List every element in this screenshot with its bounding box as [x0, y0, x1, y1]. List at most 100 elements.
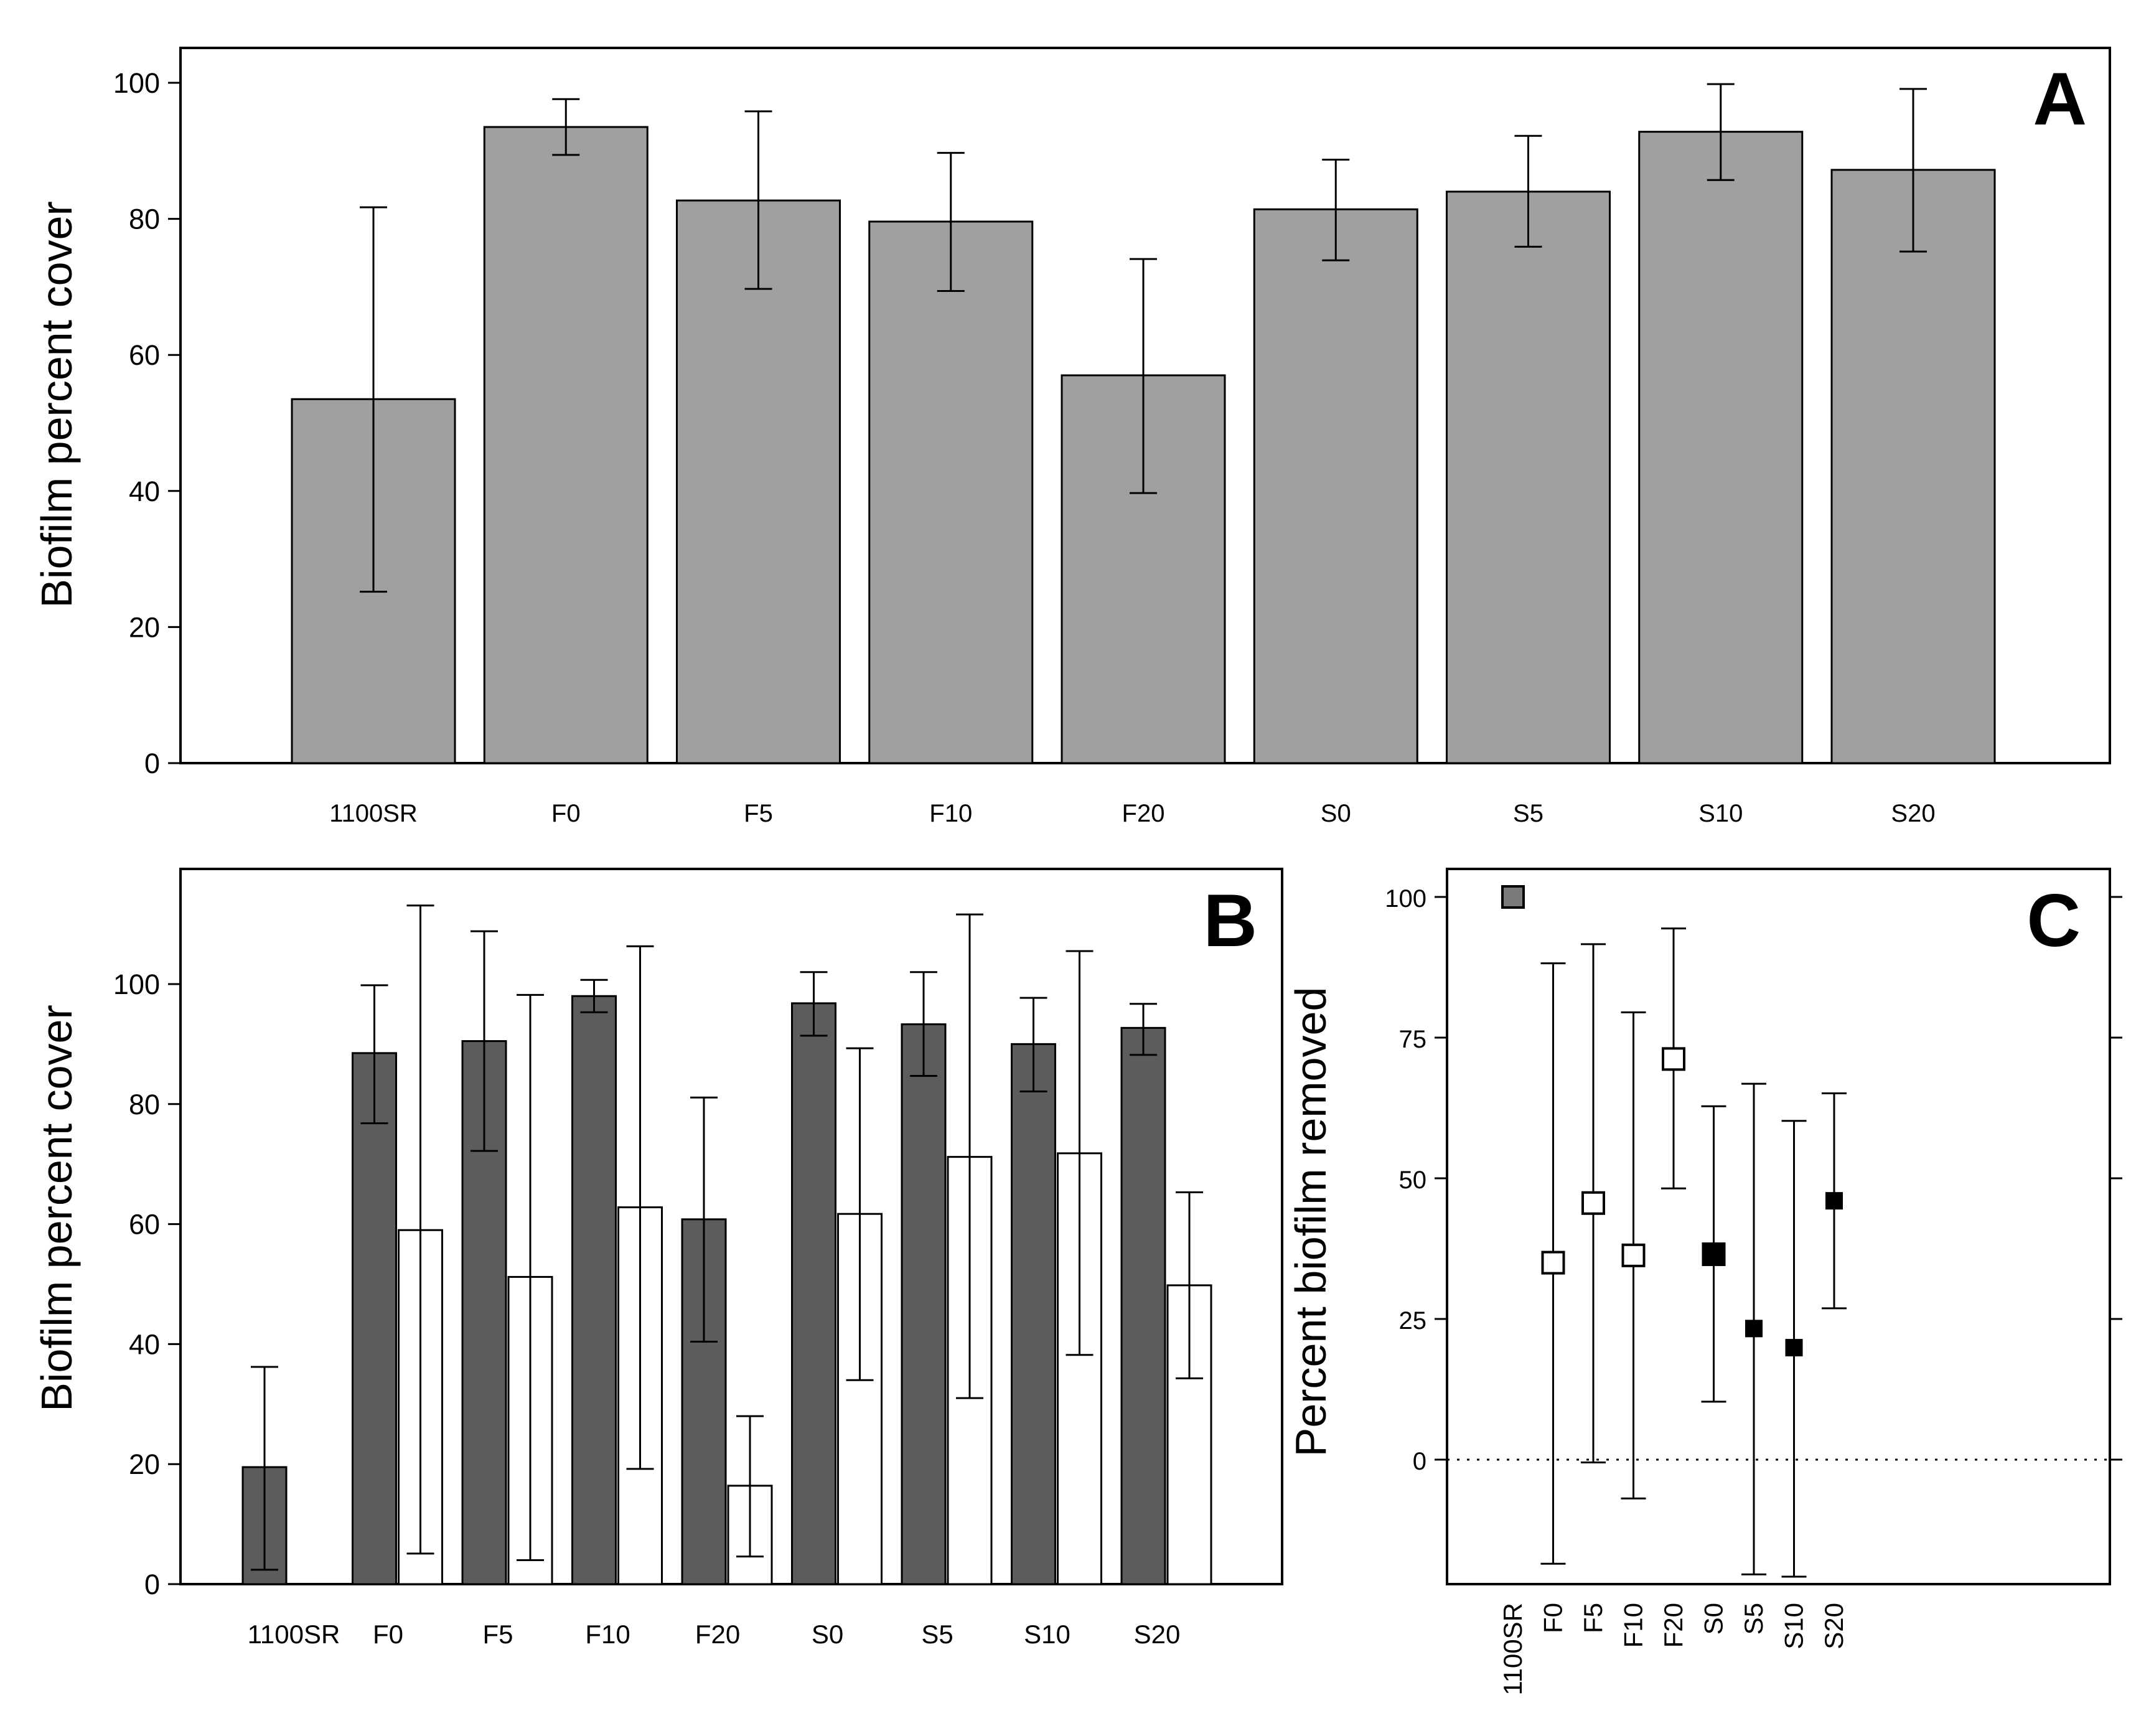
panel-b-white-error-bar-s5 — [956, 913, 983, 1399]
panel-c-frame — [1446, 868, 2111, 1585]
panel-b-dark-error-bar-s5 — [910, 971, 937, 1077]
panel-b-white-error-bar-s20 — [1176, 1191, 1203, 1379]
panel-c-category-label: S5 — [1739, 1603, 1768, 1635]
panel-a-error-bar-s5 — [1514, 134, 1542, 248]
panel-c-category-labels: 1100SR F0 F5 F10 F20 S0 S5 S10 S20 — [1498, 1603, 1848, 1696]
panel-c-letter: C — [2026, 879, 2081, 962]
panel-c-point-1100sr — [1501, 885, 1525, 909]
panel-a-error-bar-1100sr — [360, 206, 387, 593]
panel-c-point-s5 — [1745, 1320, 1763, 1338]
panel-b-category-label: S5 — [921, 1620, 953, 1649]
panel-c-point-s10 — [1785, 1339, 1803, 1357]
panel-a-bar-f0 — [483, 126, 649, 764]
panel-a-y-ticks: 0 20 40 60 80 100 — [113, 67, 180, 779]
panel-a-error-bar-f10 — [937, 152, 965, 292]
panel-b-letter: B — [1203, 879, 1257, 962]
panel-c-point-f10 — [1621, 1243, 1646, 1267]
panel-b-dark-bar-s5 — [901, 1023, 947, 1585]
panel-a-letter: A — [2033, 57, 2087, 141]
panel-c-category-label: F0 — [1539, 1603, 1568, 1633]
panel-b-category-label: S0 — [812, 1620, 843, 1649]
panel-b-dark-error-bar-f20 — [690, 1096, 718, 1343]
panel-c-y-axis-title: Percent biofilm removed — [1286, 987, 1335, 1457]
panel-a-error-bar-f0 — [552, 98, 580, 156]
panel-c-y-tick-label: 50 — [1399, 1166, 1427, 1194]
panel-c-point-s0 — [1702, 1242, 1726, 1267]
panel-b-dark-error-bar-f0 — [360, 984, 388, 1125]
panel-c-category-label: F20 — [1659, 1603, 1688, 1648]
panel-b-y-tick-label: 40 — [129, 1328, 160, 1360]
panel-c-point-f20 — [1662, 1047, 1685, 1071]
panel-a-bar-f10 — [868, 220, 1034, 764]
panel-b-white-error-bar-s0 — [846, 1047, 874, 1381]
panel-a-error-bar-s20 — [1899, 88, 1927, 253]
panel-b-dark-error-bar-s20 — [1130, 1003, 1157, 1056]
panel-a-category-labels: 1100SR F0 F5 F10 F20 S0 S5 S10 S20 — [329, 800, 1935, 827]
panel-c-category-label: F10 — [1619, 1603, 1648, 1648]
panel-b-bars — [241, 995, 1212, 1585]
panel-a-error-bar-f20 — [1130, 258, 1157, 494]
panel-c-y-tick-label: 0 — [1413, 1448, 1426, 1475]
panel-b-category-label: F20 — [695, 1620, 740, 1649]
panel-b-y-tick-label: 60 — [129, 1209, 160, 1241]
panel-b-dark-bar-f0 — [352, 1052, 397, 1585]
panel-a-y-tick-label: 40 — [129, 476, 160, 507]
panel-b-category-label: S10 — [1024, 1620, 1070, 1649]
panel-a-category-label: S10 — [1698, 800, 1743, 827]
panel-b-dark-bar-s10 — [1011, 1043, 1056, 1585]
panel-b-white-error-bar-f20 — [736, 1415, 764, 1558]
panel-b-category-labels: 1100SR F0 F5 F10 F20 S0 S5 S10 S20 — [248, 1620, 1181, 1649]
panel-a-y-tick-label: 0 — [144, 748, 160, 779]
panel-b-error-bars — [251, 904, 1203, 1571]
panel-b-category-label: 1100SR — [248, 1620, 340, 1649]
panel-a-category-label: S5 — [1513, 800, 1543, 827]
panel-b-dark-bar-s0 — [791, 1002, 836, 1585]
panel-a-category-label: F0 — [551, 800, 581, 827]
panel-b-y-tick-label: 80 — [129, 1089, 160, 1120]
panel-b-white-error-bar-f10 — [626, 945, 654, 1470]
panel-a-bar-s5 — [1446, 190, 1611, 764]
panel-a-error-bar-s10 — [1707, 83, 1735, 181]
panel-a-y-axis-title: Biofilm percent cover — [32, 201, 81, 608]
panel-a-error-bar-s0 — [1322, 159, 1350, 261]
panel-c-category-label: F5 — [1578, 1603, 1608, 1633]
panel-c-y-tick-label: 25 — [1399, 1307, 1427, 1335]
panel-c-y-tick-label: 75 — [1399, 1026, 1427, 1053]
panel-b-y-tick-label: 20 — [129, 1448, 160, 1480]
panel-b-category-label: F5 — [482, 1620, 513, 1649]
panel-b-category-label: S20 — [1134, 1620, 1181, 1649]
panel-b-y-axis-title: Biofilm percent cover — [32, 1005, 81, 1412]
panel-a-y-tick-label: 60 — [129, 339, 160, 371]
panel-c-point-f5 — [1581, 1191, 1605, 1215]
panel-b-y-tick-label: 0 — [144, 1569, 160, 1600]
panel-a-category-label: 1100SR — [329, 800, 418, 827]
panel-c-category-label: S10 — [1779, 1603, 1809, 1649]
panel-c-y-tick-label: 100 — [1385, 885, 1426, 913]
panel-a-error-bar-f5 — [744, 110, 772, 290]
panel-a-bar-f20 — [1061, 374, 1226, 764]
panel-b-frame — [179, 868, 1283, 1585]
panel-a-category-label: F10 — [929, 800, 972, 827]
panel-a-y-tick-label: 100 — [113, 67, 160, 99]
panel-c-point-s20 — [1825, 1192, 1843, 1210]
panel-a-y-tick-label: 20 — [129, 611, 160, 643]
panel-b-y-tick-label: 100 — [113, 969, 160, 1000]
panel-b-dark-error-bar-s0 — [800, 971, 828, 1037]
panel-c-point-f0 — [1541, 1250, 1565, 1275]
panel-a-category-label: F20 — [1122, 800, 1165, 827]
panel-c-error-bars — [1540, 927, 1847, 1578]
panel-b-dark-error-bar-s10 — [1019, 997, 1047, 1093]
panel-c-category-label: S0 — [1699, 1603, 1728, 1635]
panel-b-dark-error-bar-f10 — [580, 978, 608, 1013]
panel-b-dark-error-bar-1100sr — [251, 1366, 278, 1571]
panel-b-white-error-bar-s10 — [1066, 950, 1094, 1356]
panel-a-category-label: S20 — [1891, 800, 1935, 827]
panel-c-category-label: S20 — [1819, 1603, 1848, 1649]
panel-b-white-error-bar-f0 — [406, 904, 434, 1555]
panel-c-points — [1501, 885, 1843, 1357]
panel-a-category-label: F5 — [744, 800, 773, 827]
panel-b-category-label: F10 — [585, 1620, 630, 1649]
